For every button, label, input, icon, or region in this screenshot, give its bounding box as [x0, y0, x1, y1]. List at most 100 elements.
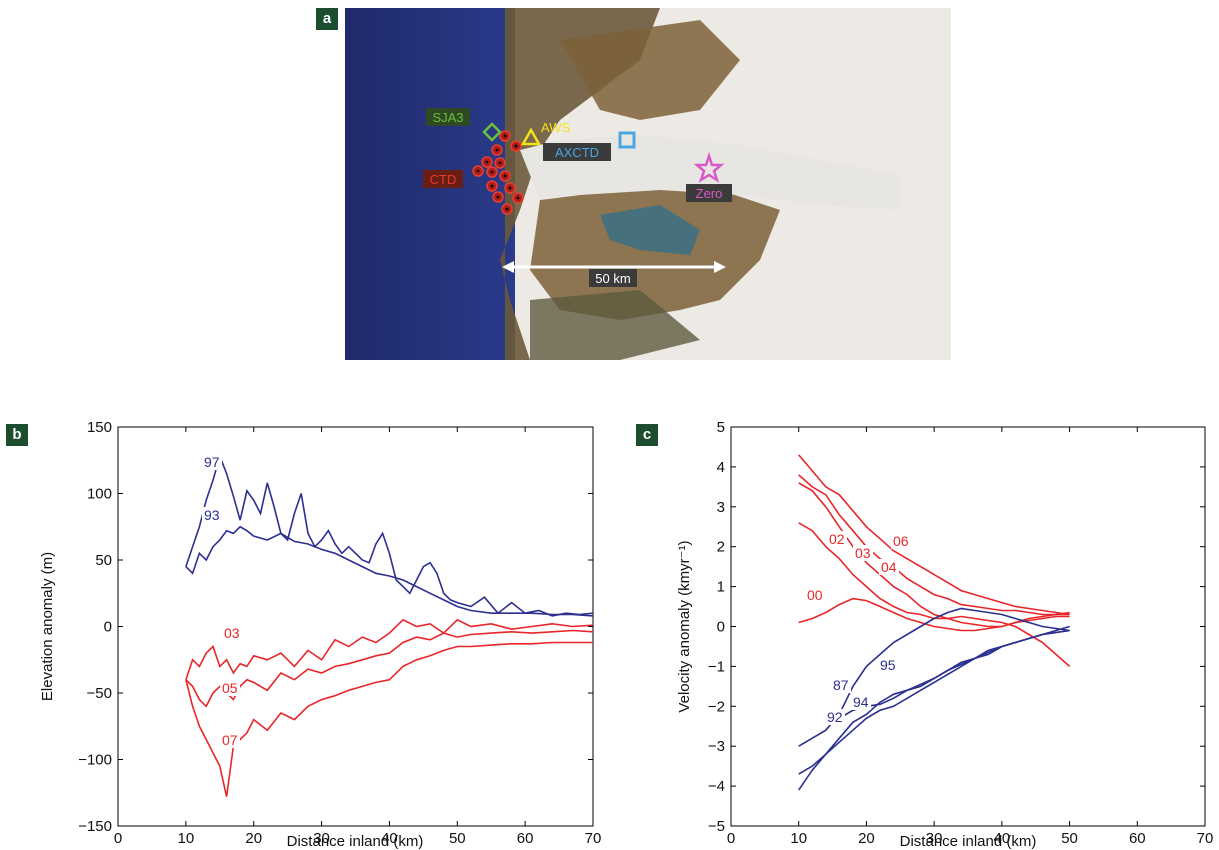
panel-a-label: a — [316, 8, 338, 30]
annotation-bg — [825, 709, 845, 725]
map-panel: SJA3 AWS AXCTD CTD Zero 50 km — [345, 8, 951, 360]
y-tick-label: −1 — [708, 658, 725, 675]
x-tick-label: 10 — [790, 830, 807, 847]
ctd-marker-center — [496, 195, 500, 199]
y-tick-label: 4 — [717, 459, 725, 476]
zero-star-icon — [693, 152, 725, 183]
series-annotation-04: 04 — [881, 559, 897, 575]
ctd-marker-center — [514, 144, 518, 148]
coast-land — [500, 8, 660, 360]
y-tick-label: 100 — [87, 486, 112, 503]
ctd-marker-center — [503, 174, 507, 178]
zero-label-bg — [686, 184, 732, 202]
series-annotation-00: 00 — [807, 587, 823, 603]
y-tick-label: 2 — [717, 539, 725, 556]
y-tick-label: −2 — [708, 698, 725, 715]
annotation-bg — [827, 531, 847, 547]
x-tick-label: 60 — [517, 830, 534, 847]
y-tick-label: 0 — [104, 619, 112, 636]
x-tick-label: 0 — [727, 830, 735, 847]
land-north — [560, 20, 740, 120]
axctd-square-icon — [618, 131, 636, 149]
series-annotation-95: 95 — [880, 657, 896, 673]
y-tick-label: 150 — [87, 419, 112, 436]
x-tick-label: 50 — [449, 830, 466, 847]
y-tick-label: 3 — [717, 499, 725, 516]
y-tick-label: 0 — [717, 619, 725, 636]
series-annotation-93: 93 — [204, 507, 220, 523]
ctd-marker-center — [516, 196, 520, 200]
ctd-marker-center — [485, 160, 489, 164]
x-tick-label: 0 — [114, 830, 122, 847]
ctd-marker-center — [505, 207, 509, 211]
velocity-chart: 0 10 20 30 40 50 60 70 −5 −4 −3 −2 −1 0 1 2 3 4 5 Distance … — [676, 419, 1213, 850]
sja3-label-bg — [426, 108, 470, 126]
y-tick-label: 50 — [95, 552, 112, 569]
series-line-97 — [185, 453, 594, 617]
series-line-92 — [798, 625, 1070, 775]
ctd-label: CTD — [430, 172, 457, 187]
fjord-water — [600, 205, 700, 255]
x-tick-label: 30 — [313, 830, 330, 847]
axctd-label: AXCTD — [555, 145, 599, 160]
y-tick-label: −150 — [78, 818, 112, 835]
ctd-label-bg — [423, 170, 463, 188]
series-annotation-02: 02 — [829, 531, 845, 547]
series-annotation-97: 97 — [204, 454, 220, 470]
annotation-bg — [222, 625, 242, 641]
annotation-bg — [805, 587, 825, 603]
series-annotation-05: 05 — [222, 680, 238, 696]
series-annotation-06: 06 — [893, 533, 909, 549]
zero-label: Zero — [696, 186, 723, 201]
sja3-diamond-icon — [482, 122, 502, 142]
series-annotation-07: 07 — [222, 732, 238, 748]
land-southwest — [530, 290, 700, 360]
series-line-95 — [798, 607, 1070, 747]
y-tick-label: −3 — [708, 738, 725, 755]
ctd-marker-center — [498, 161, 502, 165]
annotation-bg — [853, 545, 873, 561]
ctd-marker-center — [503, 134, 507, 138]
ctd-marker-center — [490, 184, 494, 188]
x-tick-label: 20 — [245, 830, 262, 847]
y-tick-label: −50 — [87, 685, 112, 702]
y-tick-label: −5 — [708, 818, 725, 835]
x-tick-label: 30 — [926, 830, 943, 847]
series-annotation-87: 87 — [833, 677, 849, 693]
x-tick-label: 10 — [178, 830, 195, 847]
y-axis-label: Elevation anomaly (m) — [39, 552, 56, 701]
series-line-93 — [185, 525, 594, 617]
series-annotation-03: 03 — [855, 545, 871, 561]
annotation-bg — [831, 677, 851, 693]
x-tick-label: 40 — [994, 830, 1011, 847]
annotation-bg — [851, 694, 871, 710]
glacier — [520, 135, 900, 210]
sja3-label: SJA3 — [432, 110, 463, 125]
x-tick-label: 70 — [1197, 830, 1214, 847]
plot-frame — [730, 426, 1206, 827]
scale-label: 50 km — [595, 271, 630, 286]
series-line-06 — [798, 454, 1070, 616]
x-tick-label: 50 — [1061, 830, 1078, 847]
series-line-03 — [185, 618, 594, 680]
ctd-marker-center — [490, 170, 494, 174]
y-tick-label: −4 — [708, 778, 725, 795]
annotation-bg — [879, 559, 899, 575]
series-line-07 — [185, 641, 593, 797]
annotation-bg — [878, 657, 898, 673]
annotation-bg — [220, 680, 240, 696]
annotation-bg — [891, 533, 911, 549]
ctd-markers — [472, 130, 524, 215]
y-tick-label: −100 — [78, 752, 112, 769]
y-tick-label: 5 — [717, 419, 725, 436]
x-tick-label: 20 — [858, 830, 875, 847]
x-tick-label: 70 — [585, 830, 602, 847]
x-axis-label: Distance inland (km) — [900, 833, 1037, 850]
land-south — [530, 190, 780, 320]
annotation-bg — [220, 732, 240, 748]
x-tick-label: 40 — [381, 830, 398, 847]
aws-label: AWS — [541, 120, 570, 135]
x-tick-label: 60 — [1129, 830, 1146, 847]
panel-b-label: b — [6, 424, 28, 446]
